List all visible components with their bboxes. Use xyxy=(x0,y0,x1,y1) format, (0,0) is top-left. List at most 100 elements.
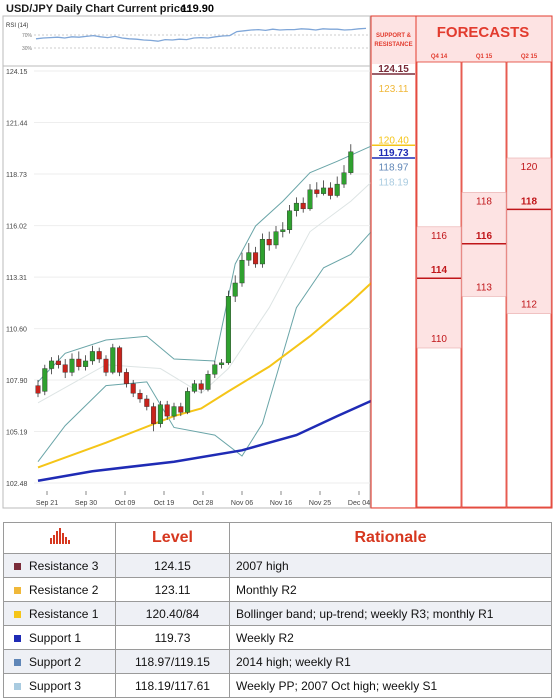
candle-body xyxy=(151,406,157,424)
candle-body xyxy=(96,351,102,360)
band-middle-line xyxy=(37,181,372,404)
row-rationale: Bollinger band; up-trend; weekly R3; mon… xyxy=(229,601,552,626)
rationale-header: Rationale xyxy=(229,522,552,554)
levels-table: Level Rationale Resistance 3 124.15 2007… xyxy=(3,522,552,698)
candle-body xyxy=(246,252,252,261)
candle-body xyxy=(130,383,136,394)
y-tick-label: 105.19 xyxy=(6,429,28,436)
candle-body xyxy=(314,189,320,194)
price-panel xyxy=(2,65,371,509)
x-tick-label: Oct 09 xyxy=(115,500,136,507)
y-tick-label: 107.90 xyxy=(6,378,28,385)
candle-body xyxy=(341,172,347,185)
candle-body xyxy=(219,362,225,365)
chart-area: USD/JPY Daily Chart Current price: 119.9… xyxy=(2,3,553,509)
resistance1-swatch xyxy=(14,610,21,618)
moving-average-yellow-line xyxy=(37,282,372,469)
row-name: Resistance 2 xyxy=(29,582,99,597)
candle-body xyxy=(273,231,279,246)
y-tick-label: 110.60 xyxy=(6,327,27,334)
candle-body xyxy=(334,183,340,196)
y-tick-label: 118.73 xyxy=(6,172,27,179)
candle-body xyxy=(55,360,61,365)
candle-body xyxy=(239,259,245,284)
candle-body xyxy=(123,372,129,384)
candle-body xyxy=(225,296,231,364)
table-row: Resistance 2 123.11 Monthly R2 xyxy=(3,577,552,602)
candle-body xyxy=(171,406,177,417)
y-tick-label: 102.48 xyxy=(6,481,28,488)
row-rationale: 2007 high xyxy=(229,553,552,578)
candle-body xyxy=(205,374,211,390)
x-tick-label: Oct 28 xyxy=(193,500,214,507)
candle-body xyxy=(103,358,109,373)
candle-body xyxy=(164,404,170,417)
sr-header-line2: RESISTANCE xyxy=(374,42,412,48)
candle-body xyxy=(42,368,48,392)
candle-body xyxy=(198,383,204,390)
y-tick-label: 116.02 xyxy=(6,224,27,231)
support3-swatch xyxy=(14,682,21,690)
resistance2-swatch xyxy=(14,586,21,594)
price-label: Current price: xyxy=(117,3,190,15)
forecast-low-label: 113 xyxy=(476,282,492,293)
forecasts-title: FORECASTS xyxy=(437,24,530,41)
row-level: 120.40/84 xyxy=(115,601,230,626)
sr-header-line1: SUPPORT & xyxy=(376,33,412,39)
row-rationale: Monthly R2 xyxy=(229,577,552,602)
candle-body xyxy=(157,404,163,424)
candle-body xyxy=(144,398,150,407)
x-tick-label: Nov 16 xyxy=(270,500,292,507)
forecast-mid-label: 118 xyxy=(521,196,538,207)
sr-level-label: 118.97 xyxy=(379,162,409,173)
row-name: Support 3 xyxy=(29,678,82,693)
forecast-range-box xyxy=(506,157,552,314)
forecast-low-label: 112 xyxy=(521,300,537,311)
candle-body xyxy=(266,239,272,246)
table-row: Support 3 118.19/117.61 Weekly PP; 2007 … xyxy=(3,673,552,698)
bollinger-upper-line xyxy=(37,145,372,383)
candle-body xyxy=(62,364,68,373)
candle-body xyxy=(76,358,82,367)
sr-level-label: 118.19 xyxy=(379,177,409,188)
row-level: 118.97/119.15 xyxy=(115,649,230,674)
candle-body xyxy=(83,360,89,367)
forecast-period-label: Q1 15 xyxy=(476,54,493,60)
forecast-period-label: Q4 14 xyxy=(431,54,448,60)
candle-body xyxy=(191,383,197,392)
candle-body xyxy=(89,351,95,362)
row-level: 118.19/117.61 xyxy=(115,673,230,698)
x-tick-label: Dec 04 xyxy=(348,500,370,507)
candle-body xyxy=(232,282,238,297)
candle-body xyxy=(117,347,123,373)
x-tick-label: Nov 06 xyxy=(231,500,253,507)
candle-body xyxy=(300,202,306,210)
rsi-label: RSI (14) xyxy=(6,23,28,29)
candle-body xyxy=(185,391,191,413)
row-level: 124.15 xyxy=(115,553,230,578)
row-level: 123.11 xyxy=(115,577,230,602)
bollinger-lower-line xyxy=(37,231,372,463)
rsi-line xyxy=(35,27,367,42)
table-row: Support 1 119.73 Weekly R2 xyxy=(3,625,552,650)
sr-white-area xyxy=(372,64,415,507)
candle-body xyxy=(49,360,55,369)
resistance3-swatch xyxy=(14,562,21,570)
candle-body xyxy=(178,406,184,413)
x-tick-label: Sep 21 xyxy=(36,500,58,507)
forecast-high-label: 116 xyxy=(431,231,447,242)
rsi-level-70: 70% xyxy=(22,33,33,39)
row-name: Support 2 xyxy=(29,654,82,669)
forecast-mid-label: 116 xyxy=(476,231,493,242)
table-row: Resistance 3 124.15 2007 high xyxy=(3,553,552,578)
row-name: Resistance 3 xyxy=(29,558,99,573)
sr-level-label: 119.73 xyxy=(378,148,408,159)
sr-level-label: 124.15 xyxy=(378,64,409,75)
rsi-panel xyxy=(2,15,371,67)
table-icon-cell xyxy=(3,522,116,554)
table-row: Support 2 118.97/119.15 2014 high; weekl… xyxy=(3,649,552,674)
candle-body xyxy=(69,358,75,373)
forecast-high-label: 118 xyxy=(476,196,492,207)
support2-swatch xyxy=(14,658,21,666)
table-row: Resistance 1 120.40/84 Bollinger band; u… xyxy=(3,601,552,626)
